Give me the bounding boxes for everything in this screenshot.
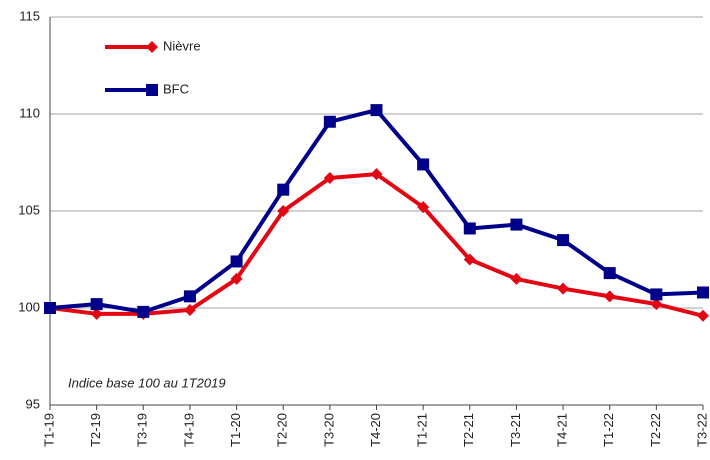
data-point xyxy=(463,222,476,235)
data-point xyxy=(370,168,383,181)
y-tick-label: 100 xyxy=(18,299,40,314)
y-tick-label: 115 xyxy=(19,8,40,23)
y-tick-label: 105 xyxy=(18,202,40,217)
data-point xyxy=(650,288,663,301)
x-tick-label: T4-21 xyxy=(555,413,570,447)
data-point xyxy=(603,290,616,303)
x-tick-label: T3-21 xyxy=(508,413,523,447)
data-point xyxy=(697,309,709,322)
data-point xyxy=(323,172,336,185)
x-tick-label: T2-22 xyxy=(648,413,663,447)
series-line xyxy=(49,172,704,318)
data-point xyxy=(557,282,570,295)
x-tick-label: T2-21 xyxy=(461,413,476,447)
x-tick-label: T2-20 xyxy=(275,413,290,447)
x-tick-label: T2-19 xyxy=(88,413,103,447)
data-point xyxy=(90,298,103,311)
x-tick-label: T4-19 xyxy=(181,413,196,447)
data-point xyxy=(510,218,523,231)
data-point xyxy=(230,255,243,268)
x-tick-label: T1-21 xyxy=(415,413,430,447)
x-tick-label: T3-22 xyxy=(694,413,709,447)
y-tick-label: 110 xyxy=(19,105,40,120)
data-point xyxy=(183,303,196,316)
x-tick-label: T3-19 xyxy=(135,413,150,447)
data-point xyxy=(277,183,290,196)
data-point xyxy=(417,158,430,171)
data-point xyxy=(603,267,616,280)
data-point xyxy=(277,205,290,217)
x-tick-label: T1-19 xyxy=(41,413,56,447)
data-point xyxy=(510,272,523,285)
x-tick-label: T4-20 xyxy=(368,413,383,447)
data-point xyxy=(323,115,336,128)
data-point xyxy=(137,305,150,318)
data-point xyxy=(90,307,103,320)
data-point xyxy=(417,201,430,214)
data-point xyxy=(650,298,663,311)
data-point xyxy=(557,234,570,247)
legend-marker xyxy=(146,84,158,96)
data-point xyxy=(697,286,709,299)
y-tick-label: 95 xyxy=(26,396,40,411)
legend-label: BFC xyxy=(163,81,189,96)
x-tick-label: T1-20 xyxy=(228,413,243,447)
data-point xyxy=(230,272,243,285)
data-point xyxy=(463,253,476,266)
x-tick-label: T1-22 xyxy=(601,413,616,447)
legend-label: Nièvre xyxy=(163,38,201,53)
data-point xyxy=(370,104,383,117)
annotation: Indice base 100 au 1T2019 xyxy=(68,375,226,390)
data-point xyxy=(44,302,56,314)
data-point xyxy=(183,290,196,303)
x-tick-label: T3-20 xyxy=(321,413,336,447)
legend-marker xyxy=(146,41,158,53)
